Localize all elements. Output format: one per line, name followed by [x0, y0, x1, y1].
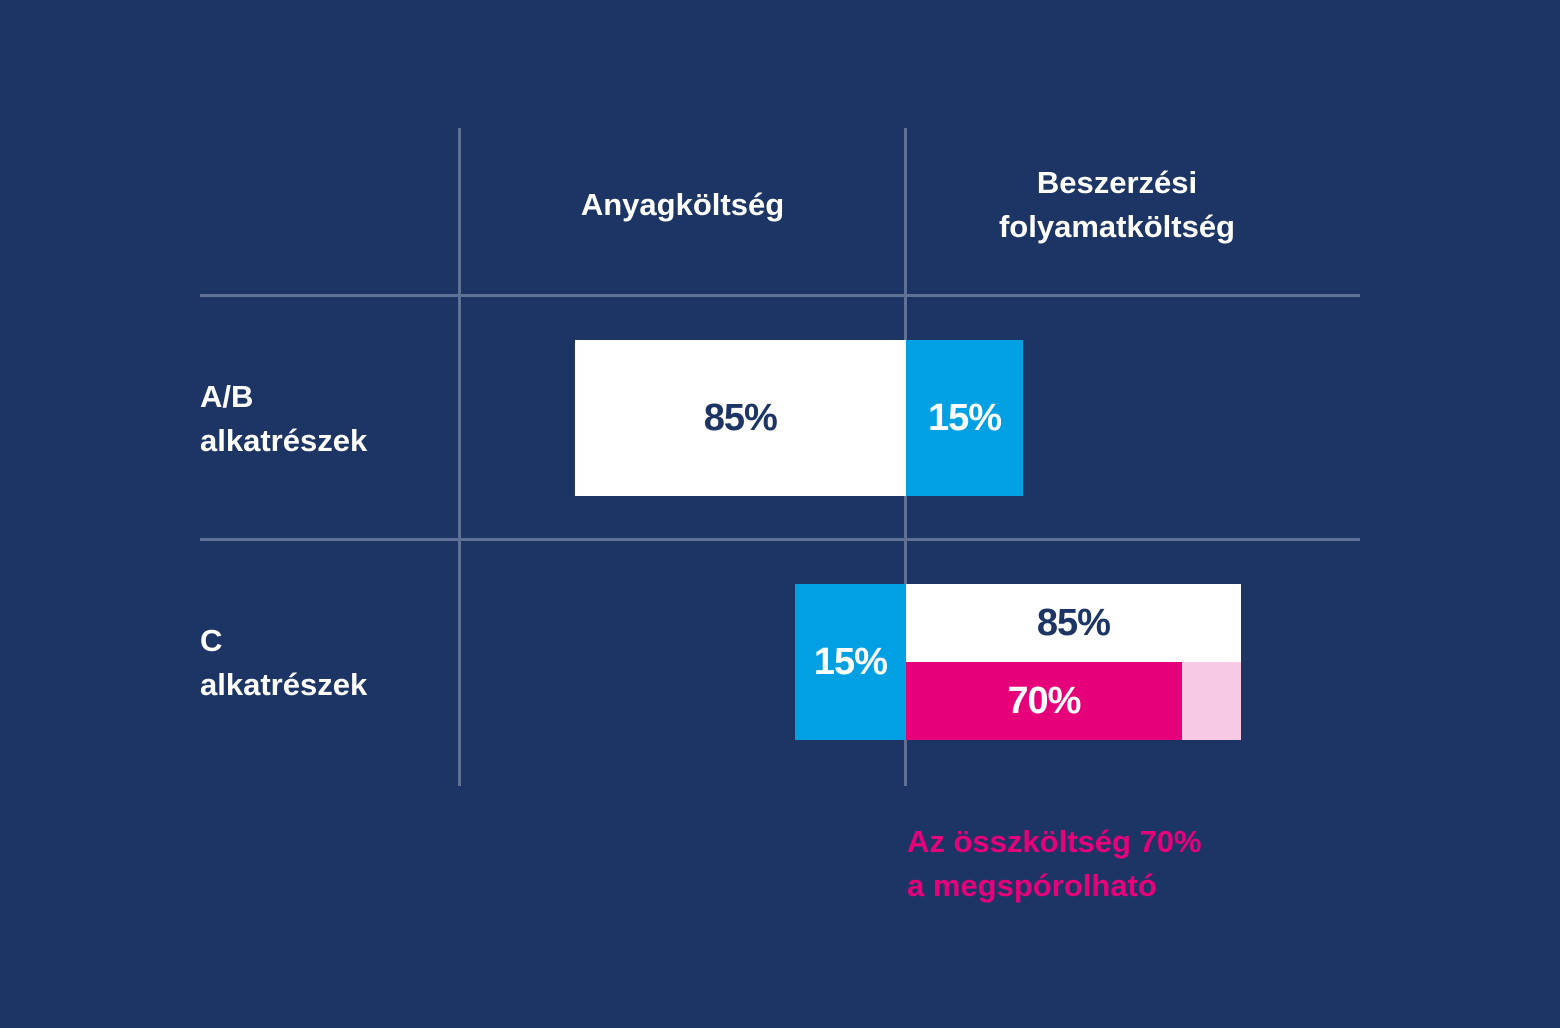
- column-header-folyamatkoltseg-line-1: Beszerzési: [1036, 165, 1198, 200]
- column-header-folyamatkoltseg: Beszerzési folyamatköltség: [907, 160, 1327, 250]
- bar-c-megtakaritas-label: 70%: [1007, 679, 1081, 722]
- bar-c-folyamatkoltseg: 85%: [906, 584, 1241, 662]
- savings-annotation-line-2: a megspórolható: [907, 868, 1157, 903]
- column-header-anyagkoltseg-text: Anyagköltség: [580, 187, 785, 222]
- bar-c-megtakaritas: 70%: [906, 662, 1182, 740]
- savings-annotation-line-1: Az összköltség 70%: [907, 824, 1202, 859]
- grid-line-vertical-left: [458, 128, 461, 786]
- grid-line-horizontal-middle: [200, 538, 1360, 541]
- grid-line-horizontal-top: [200, 294, 1360, 297]
- bar-ab-anyagkoltseg-label: 85%: [703, 396, 778, 439]
- row-label-ab-line-1: A/B: [200, 379, 254, 414]
- column-header-anyagkoltseg: Anyagköltség: [461, 160, 904, 250]
- bar-ab-folyamatkoltseg: 15%: [906, 340, 1023, 496]
- row-label-c-line-2: alkatrészek: [200, 667, 368, 702]
- bar-c-folyamatkoltseg-label: 85%: [1036, 601, 1111, 644]
- row-label-c: C alkatrészek: [200, 619, 367, 707]
- row-label-c-line-1: C: [200, 623, 223, 658]
- bar-c-anyagkoltseg-label: 15%: [813, 640, 888, 683]
- savings-annotation: Az összköltség 70% a megspórolható: [907, 820, 1202, 908]
- column-header-folyamatkoltseg-line-2: folyamatköltség: [998, 209, 1235, 244]
- row-label-ab: A/B alkatrészek: [200, 375, 367, 463]
- bar-ab-folyamatkoltseg-label: 15%: [927, 396, 1002, 439]
- row-label-ab-line-2: alkatrészek: [200, 423, 368, 458]
- bar-c-anyagkoltseg: 15%: [794, 584, 906, 740]
- bar-ab-anyagkoltseg: 85%: [574, 340, 906, 496]
